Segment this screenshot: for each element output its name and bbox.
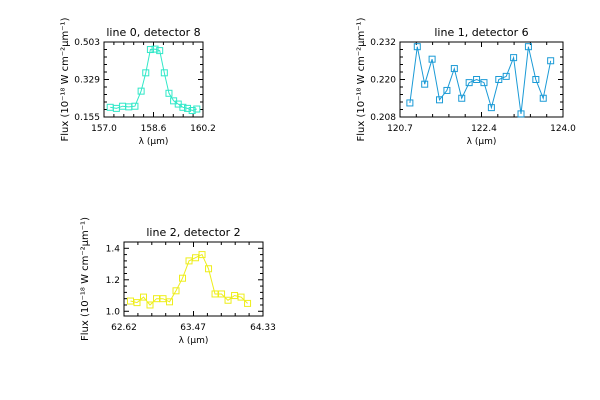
- data-point: [224, 296, 232, 304]
- series-line: [130, 253, 248, 306]
- data-point: [231, 292, 239, 300]
- data-point: [510, 54, 518, 62]
- x-tick-label: 160.2: [190, 124, 216, 134]
- y-axis-label: Flux (10⁻¹⁸ W cm⁻²μm⁻¹): [356, 17, 367, 141]
- data-point: [244, 299, 252, 307]
- data-point: [142, 69, 150, 77]
- y-tick-label: 1.0: [106, 307, 121, 317]
- data-point: [428, 55, 436, 63]
- data-point: [473, 76, 481, 83]
- plot-title: line 0, detector 8: [106, 26, 200, 39]
- data-point: [172, 287, 180, 295]
- y-tick-label: 0.220: [370, 76, 396, 86]
- data-point: [159, 295, 167, 303]
- data-point: [165, 89, 173, 97]
- data-point: [140, 293, 148, 301]
- x-axis-label: λ (μm): [467, 137, 497, 147]
- data-point: [137, 87, 145, 95]
- data-point: [131, 102, 139, 110]
- x-tick-label: 122.4: [471, 124, 497, 134]
- data-point: [218, 290, 226, 298]
- series-line: [110, 48, 197, 112]
- data-point: [205, 265, 213, 273]
- x-tick-label: 64.33: [250, 323, 276, 333]
- data-point: [480, 79, 488, 87]
- data-point: [487, 104, 495, 112]
- data-point: [495, 76, 503, 83]
- data-point: [185, 257, 193, 265]
- data-point: [151, 45, 159, 53]
- y-tick-label: 0.329: [74, 76, 100, 86]
- data-point: [198, 251, 206, 259]
- data-point: [184, 104, 192, 112]
- x-tick-label: 157.0: [91, 124, 117, 134]
- data-point: [465, 79, 473, 87]
- data-point: [166, 298, 174, 306]
- data-point: [413, 43, 421, 51]
- data-point: [532, 76, 540, 83]
- x-tick-label: 124.0: [550, 124, 576, 134]
- data-point: [179, 103, 187, 111]
- data-point: [127, 297, 135, 305]
- data-point: [421, 80, 429, 88]
- x-tick-label: 158.6: [141, 124, 167, 134]
- x-tick-label: 63.47: [180, 323, 206, 333]
- y-tick-label: 1.4: [106, 244, 121, 254]
- series-line: [409, 46, 552, 114]
- data-point: [192, 254, 200, 262]
- plot-title: line 1, detector 6: [434, 26, 528, 39]
- data-point: [156, 47, 164, 55]
- data-point: [193, 105, 201, 113]
- data-point: [502, 72, 510, 80]
- data-point: [133, 299, 141, 307]
- plot-1: line 1, detector 6 120.7 122.4 124.0 0.208 0.…: [356, 17, 576, 147]
- plot-0: line 0, detector 8 157.0 158.6 160.2 0.155 0.…: [60, 17, 216, 147]
- x-tick-label: 120.7: [387, 124, 413, 134]
- plot-2: line 2, detector 2 62.62 63.47 64.33 1.0 1.2 1…: [80, 217, 276, 346]
- y-tick-label: 0.503: [74, 38, 100, 48]
- x-axis-label: λ (μm): [179, 336, 209, 346]
- data-point: [211, 290, 219, 298]
- data-point: [539, 94, 547, 102]
- data-point: [153, 295, 161, 303]
- y-tick-label: 0.155: [74, 113, 100, 123]
- plot-title: line 2, detector 2: [146, 226, 240, 239]
- plot-frame: [123, 241, 264, 317]
- data-point: [146, 46, 154, 54]
- x-axis-label: λ (μm): [139, 137, 169, 147]
- y-axis-label: Flux (10⁻¹⁸ W cm⁻²μm⁻¹): [80, 217, 91, 341]
- data-point: [160, 69, 168, 77]
- data-point: [458, 94, 466, 102]
- data-point: [547, 57, 555, 65]
- data-point: [443, 86, 451, 94]
- y-axis-label: Flux (10⁻¹⁸ W cm⁻²μm⁻¹): [60, 17, 71, 141]
- data-point: [436, 96, 444, 104]
- data-point: [450, 65, 458, 73]
- data-point: [524, 43, 532, 51]
- data-point: [406, 99, 414, 107]
- data-point: [237, 293, 245, 301]
- data-point: [517, 110, 525, 118]
- data-point: [179, 274, 187, 282]
- data-point: [188, 107, 196, 115]
- data-point: [146, 301, 154, 309]
- y-tick-label: 0.232: [370, 38, 396, 48]
- x-tick-label: 62.62: [111, 323, 137, 333]
- y-tick-label: 1.2: [106, 276, 120, 286]
- y-tick-label: 0.208: [370, 113, 396, 123]
